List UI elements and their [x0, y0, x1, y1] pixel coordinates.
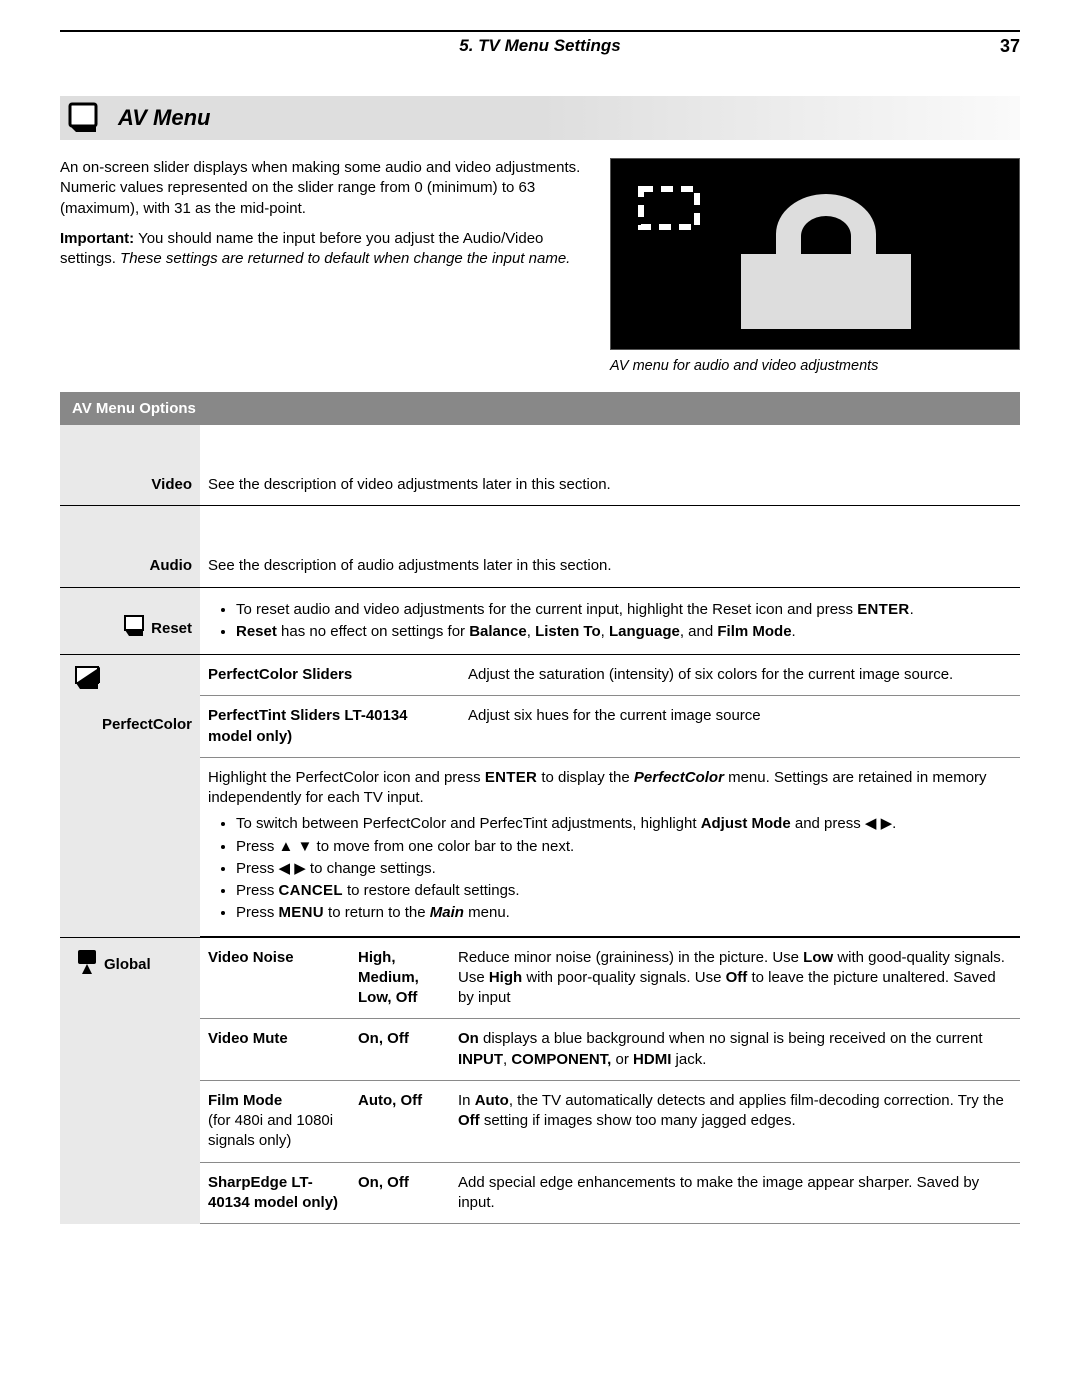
desc-perfectcolor: PerfectColor Sliders Adjust the saturati… — [200, 655, 1020, 938]
vn-options: High, Medium, Low, Off — [350, 938, 450, 1019]
chapter-title: 5. TV Menu Settings — [459, 32, 621, 56]
pt-sliders-label: PerfectTint Sliders LT-40134 model only) — [200, 696, 460, 758]
av-menu-options-table: Video See the description of video adjus… — [60, 425, 1020, 1224]
label-global: Global — [60, 937, 200, 1224]
perfectcolor-icon — [74, 665, 104, 697]
pc-sliders-desc: Adjust the saturation (intensity) of six… — [460, 655, 1020, 696]
page-header: 5. TV Menu Settings 37 — [60, 30, 1020, 56]
row-audio: Audio See the description of audio adjus… — [60, 506, 1020, 587]
label-reset: Reset — [60, 587, 200, 655]
desc-audio: See the description of audio adjustments… — [200, 506, 1020, 587]
vm-desc: On displays a blue background when no si… — [450, 1019, 1020, 1081]
pc-instructions: Highlight the PerfectColor icon and pres… — [200, 757, 1020, 936]
av-menu-screenshot — [610, 158, 1020, 350]
vn-label: Video Noise — [200, 938, 350, 1019]
vn-desc: Reduce minor noise (graininess) in the p… — [450, 938, 1020, 1019]
av-menu-icon — [60, 96, 112, 140]
row-video-noise: Video Noise High, Medium, Low, Off Reduc… — [200, 938, 1020, 1019]
pc-li-2: Press ▲ ▼ to move from one color bar to … — [236, 837, 1012, 857]
options-table-header: AV Menu Options — [60, 392, 1020, 425]
pc-li-4: Press CANCEL to restore default settings… — [236, 881, 1012, 901]
figure-caption: AV menu for audio and video adjustments — [610, 358, 1020, 374]
reset-icon — [123, 614, 149, 644]
section-heading-bar: AV Menu — [60, 96, 1020, 140]
intro-figure: AV menu for audio and video adjustments — [610, 158, 1020, 374]
reset-bullet-1: To reset audio and video adjustments for… — [236, 600, 1012, 620]
intro-columns: An on-screen slider displays when making… — [60, 158, 1020, 374]
intro-p2: Important: You should name the input bef… — [60, 229, 586, 270]
row-film-mode: Film Mode(for 480i and 1080i signals onl… — [200, 1080, 1020, 1162]
se-label: SharpEdge LT-40134 model only) — [200, 1162, 350, 1224]
row-global: Global Video Noise High, Medium, Low, Of… — [60, 937, 1020, 1224]
row-sharpedge: SharpEdge LT-40134 model only) On, Off A… — [200, 1162, 1020, 1224]
vm-label: Video Mute — [200, 1019, 350, 1081]
section-title: AV Menu — [112, 105, 210, 131]
page-number: 37 — [1000, 36, 1020, 57]
row-video: Video See the description of video adjus… — [60, 425, 1020, 506]
se-desc: Add special edge enhancements to make th… — [450, 1162, 1020, 1224]
se-options: On, Off — [350, 1162, 450, 1224]
global-icon — [74, 948, 102, 982]
pt-sliders-desc: Adjust six hues for the current image so… — [460, 696, 1020, 758]
row-video-mute: Video Mute On, Off On displays a blue ba… — [200, 1019, 1020, 1081]
reset-bullet-2: Reset has no effect on settings for Bala… — [236, 622, 1012, 642]
row-perfectcolor: PerfectColor PerfectColor Sliders Adjust… — [60, 655, 1020, 938]
vm-options: On, Off — [350, 1019, 450, 1081]
important-label: Important: — [60, 230, 134, 247]
pc-li-3: Press ◀ ▶ to change settings. — [236, 859, 1012, 879]
desc-reset: To reset audio and video adjustments for… — [200, 587, 1020, 655]
pc-li-5: Press MENU to return to the Main menu. — [236, 903, 1012, 923]
pc-li-1: To switch between PerfectColor and Perfe… — [236, 814, 1012, 834]
row-reset: Reset To reset audio and video adjustmen… — [60, 587, 1020, 655]
label-video: Video — [60, 425, 200, 506]
desc-video: See the description of video adjustments… — [200, 425, 1020, 506]
desc-global: Video Noise High, Medium, Low, Off Reduc… — [200, 937, 1020, 1224]
fm-options: Auto, Off — [350, 1080, 450, 1162]
fm-label: Film Mode(for 480i and 1080i signals onl… — [200, 1080, 350, 1162]
pc-sliders-label: PerfectColor Sliders — [200, 655, 460, 696]
fm-desc: In Auto, the TV automatically detects an… — [450, 1080, 1020, 1162]
intro-p1: An on-screen slider displays when making… — [60, 158, 586, 219]
label-audio: Audio — [60, 506, 200, 587]
intro-text: An on-screen slider displays when making… — [60, 158, 586, 374]
label-perfectcolor: PerfectColor — [60, 655, 200, 938]
